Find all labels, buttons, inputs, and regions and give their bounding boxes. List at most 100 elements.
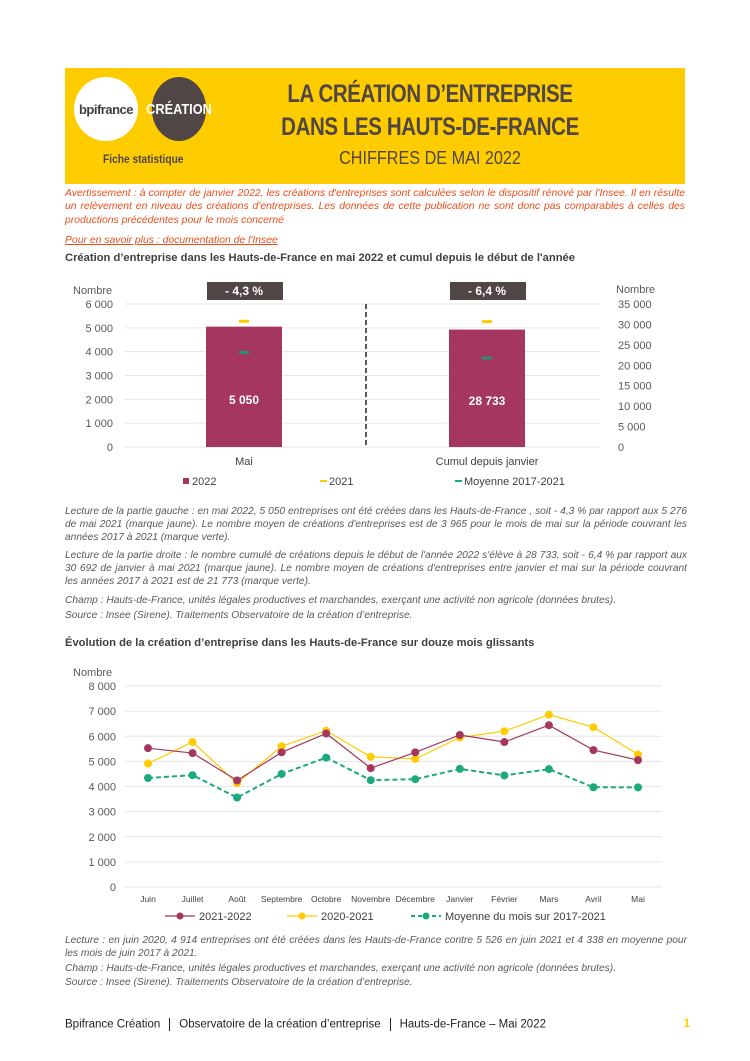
legend-swatch — [455, 480, 462, 482]
x-tick: Février — [491, 894, 518, 904]
data-point — [411, 775, 420, 784]
data-point — [366, 752, 375, 761]
footer-brand: Bpifrance Création — [65, 1018, 161, 1031]
y-left-tick: 3 000 — [85, 371, 113, 383]
category-label: Cumul depuis janvier — [436, 456, 539, 468]
data-point — [366, 776, 375, 785]
data-point — [188, 749, 197, 758]
x-tick: Octobre — [311, 894, 342, 904]
change-badge — [450, 282, 526, 300]
data-point — [322, 729, 331, 738]
x-tick: Mai — [631, 894, 645, 904]
y-right-tick: 30 000 — [618, 319, 652, 331]
data-point — [500, 738, 509, 747]
data-point — [634, 750, 642, 759]
series-line-1 — [147, 714, 639, 785]
legend-label: 2021-2022 — [199, 911, 252, 923]
data-point — [277, 748, 286, 757]
data-point — [589, 746, 598, 755]
x-tick: Août — [228, 894, 246, 904]
data-point — [589, 723, 598, 732]
y-left-tick: 4 000 — [85, 347, 113, 359]
data-point — [277, 742, 286, 751]
fiche-label: Fiche statistique — [103, 152, 184, 166]
insee-doc-link[interactable]: Pour en savoir plus : documentation de l… — [65, 235, 278, 246]
footer-observatoire: Observatoire de la création d’entreprise — [179, 1018, 381, 1031]
x-tick: Mars — [539, 894, 558, 904]
series-line-0 — [147, 724, 639, 782]
page-number: 1 — [683, 1018, 690, 1030]
data-point — [277, 769, 286, 778]
marker-2021 — [482, 320, 492, 324]
y-right-tick: 5 000 — [618, 422, 646, 434]
legend-label: 2021 — [329, 476, 353, 488]
data-point — [188, 771, 197, 780]
chart2-title: Évolution de la création d’entreprise da… — [65, 637, 535, 649]
data-point — [144, 774, 152, 783]
data-point — [455, 730, 464, 739]
y-tick: 2 000 — [88, 832, 116, 844]
data-point — [144, 759, 152, 768]
chart1-title: Création d’entreprise dans les Hauts-de-… — [65, 252, 575, 264]
series-line-2 — [147, 756, 639, 799]
y-right-tick: 35 000 — [618, 299, 652, 311]
data-point — [634, 783, 642, 792]
data-point — [500, 771, 509, 780]
y-tick: 4 000 — [88, 782, 116, 794]
creation-logo: CRÉATION — [146, 77, 212, 141]
category-label: Mai — [235, 456, 253, 468]
y-right-label: Nombre — [616, 284, 655, 296]
line-chart: 0 1 000 2 000 3 000 4 000 5 000 6 000 7 000 8 00… — [73, 667, 662, 923]
y-tick: 3 000 — [88, 807, 116, 819]
y-left-tick: 0 — [107, 442, 113, 454]
bar-2022 — [449, 329, 525, 447]
x-tick: Juillet — [182, 894, 204, 904]
data-point — [322, 753, 331, 762]
y-right-tick: 20 000 — [618, 360, 652, 372]
lecture-2: Lecture : en juin 2020, 4 914 entreprise… — [65, 935, 687, 960]
footer-separator — [169, 1018, 171, 1031]
change-label: - 6,4 % — [468, 284, 506, 298]
y-right-tick: 15 000 — [618, 381, 652, 393]
bar-value-label: 28 733 — [469, 394, 506, 408]
footer-separator — [389, 1018, 391, 1031]
bpifrance-logo: bpifrance — [74, 77, 138, 141]
lecture-right: Lecture de la partie droite : le nombre … — [65, 550, 687, 588]
data-point — [233, 793, 242, 802]
x-tick: Janvier — [446, 894, 474, 904]
y-left-tick: 2 000 — [85, 394, 113, 406]
lecture-left: Lecture de la partie gauche : en mai 202… — [65, 506, 687, 544]
y-tick: 7 000 — [88, 706, 116, 718]
y-right-tick: 25 000 — [618, 340, 652, 352]
legend-label: Moyenne du mois sur 2017-2021 — [445, 911, 606, 923]
x-tick: Septembre — [261, 894, 303, 904]
data-point — [455, 764, 464, 773]
legend-swatch-2022 — [183, 478, 189, 484]
y-tick: 5 000 — [88, 756, 116, 768]
footer-region-date: Hauts-de-France – Mai 2022 — [399, 1018, 546, 1031]
bar-2022 — [206, 326, 282, 447]
y-tick: 1 000 — [88, 857, 116, 869]
source-1: Source : Insee (Sirene). Traitements Obs… — [65, 610, 413, 621]
source-2: Source : Insee (Sirene). Traitements Obs… — [65, 977, 413, 988]
legend-swatch — [320, 480, 327, 482]
y-right-tick: 10 000 — [618, 401, 652, 413]
data-point — [500, 727, 509, 736]
legend-label: Moyenne 2017-2021 — [464, 476, 565, 488]
title-line-2: DANS LES HAUTS-DE-FRANCE — [281, 113, 579, 141]
legend-marker — [176, 912, 184, 920]
champ-1: Champ : Hauts-de-France, unités légales … — [65, 595, 616, 606]
data-point — [634, 756, 642, 765]
subtitle: CHIFFRES DE MAI 2022 — [339, 148, 521, 168]
x-tick: Juin — [140, 894, 156, 904]
y-left-tick: 5 000 — [85, 323, 113, 335]
legend-label: 2022 — [192, 476, 216, 488]
y-tick: 8 000 — [88, 681, 116, 693]
marker-2021 — [239, 319, 249, 323]
data-point — [144, 744, 152, 753]
data-point — [411, 754, 420, 763]
y-tick: 6 000 — [88, 731, 116, 743]
change-badge — [207, 282, 283, 300]
title-line-1: LA CRÉATION D’ENTREPRISE — [287, 80, 573, 108]
x-tick: Décembre — [396, 894, 435, 904]
